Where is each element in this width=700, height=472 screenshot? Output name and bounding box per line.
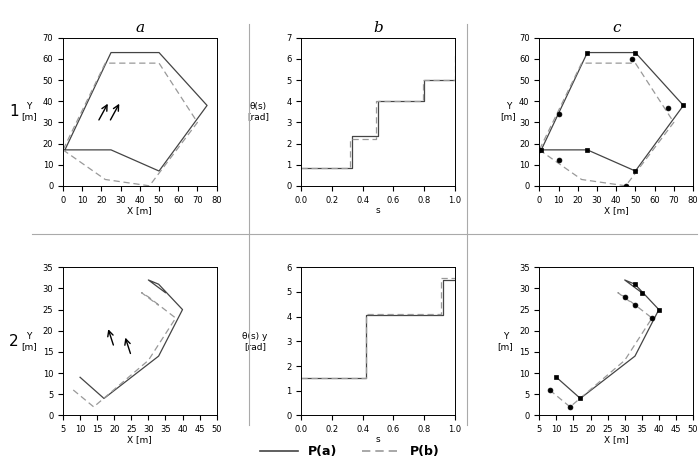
X-axis label: X [m]: X [m] — [127, 436, 152, 445]
Y-axis label: Y
[m]: Y [m] — [500, 102, 517, 121]
Title: b: b — [373, 21, 383, 35]
Y-axis label: Y
[m]: Y [m] — [21, 102, 37, 121]
Text: 1: 1 — [9, 104, 19, 119]
X-axis label: s: s — [376, 436, 380, 445]
Title: c: c — [612, 21, 620, 35]
Y-axis label: Y
[m]: Y [m] — [21, 332, 37, 351]
Legend: P(a), P(b): P(a), P(b) — [256, 440, 444, 464]
Text: 2: 2 — [9, 334, 19, 349]
X-axis label: X [m]: X [m] — [604, 206, 629, 215]
Title: a: a — [135, 21, 144, 35]
X-axis label: X [m]: X [m] — [604, 436, 629, 445]
Y-axis label: Y
[m]: Y [m] — [498, 332, 513, 351]
X-axis label: X [m]: X [m] — [127, 206, 152, 215]
Y-axis label: θ(s) y
[rad]: θ(s) y [rad] — [242, 332, 268, 351]
Y-axis label: θ(s)
[rad]: θ(s) [rad] — [247, 102, 269, 121]
X-axis label: s: s — [376, 206, 380, 215]
